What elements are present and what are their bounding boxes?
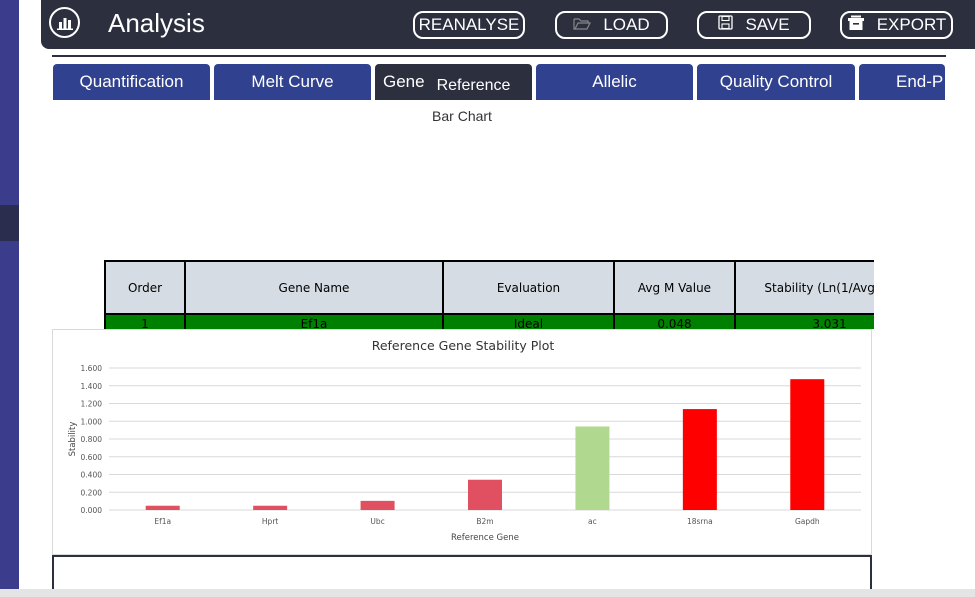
header-bar: Analysis REANALYSE LOAD SAVE EXPORT	[41, 0, 975, 49]
header-divider	[52, 55, 946, 57]
chart-title: Reference Gene Stability Plot	[372, 338, 555, 353]
export-label: EXPORT	[876, 15, 947, 34]
tab-label: Gene	[383, 72, 425, 91]
y-tick-label: 0.800	[81, 435, 103, 444]
bar-ef1a	[145, 505, 180, 510]
table-row[interactable]: 1 Ef1a Ideal 0.048 3.031	[104, 313, 874, 329]
bar-b2m	[468, 479, 502, 510]
column-header-gene-name[interactable]: Gene Name	[184, 260, 444, 315]
x-tick-label: ac	[588, 517, 597, 526]
y-tick-label: 0.200	[81, 488, 103, 497]
tab-allelic[interactable]: Allelic	[536, 64, 693, 100]
bar-18srna	[682, 409, 717, 510]
gene-table-container: Order Gene Name Evaluation Avg M Value S…	[52, 130, 874, 329]
cell-avg-m-value: 0.048	[613, 313, 736, 329]
x-tick-label: Gapdh	[795, 517, 820, 526]
tab-label: Allelic	[592, 72, 637, 91]
table-header-row: Order Gene Name Evaluation Avg M Value S…	[104, 260, 874, 315]
cell-evaluation: Ideal	[442, 313, 615, 329]
y-tick-label: 1.400	[81, 382, 103, 391]
x-tick-label: 18srna	[687, 517, 713, 526]
bar-hprt	[253, 505, 288, 510]
folder-open-icon	[573, 15, 592, 35]
export-box-icon	[847, 15, 865, 36]
load-button[interactable]: LOAD	[555, 11, 668, 39]
reanalyse-label: REANALYSE	[418, 15, 520, 34]
y-tick-label: 1.000	[81, 417, 103, 426]
y-tick-label: 1.600	[81, 364, 103, 373]
tab-quantification[interactable]: Quantification	[53, 64, 210, 100]
gene-table: Order Gene Name Evaluation Avg M Value S…	[104, 260, 874, 329]
left-rail	[0, 0, 19, 597]
column-header-avg-m-value[interactable]: Avg M Value	[613, 260, 736, 315]
column-header-evaluation[interactable]: Evaluation	[442, 260, 615, 315]
cell-gene-name: Ef1a	[184, 313, 444, 329]
tab-end-point[interactable]: End-P	[859, 64, 945, 100]
stability-chart: Reference Gene Stability Plot 0.000 0.200 0…	[68, 338, 861, 543]
tab-label: Quality Control	[719, 72, 833, 91]
column-header-order[interactable]: Order	[104, 260, 186, 315]
x-tick-label: Hprt	[262, 517, 278, 526]
left-rail-marker	[0, 205, 19, 241]
tab-quality-control[interactable]: Quality Control	[697, 64, 855, 100]
y-tick-label: 0.600	[81, 453, 103, 462]
floppy-disk-icon	[718, 15, 734, 35]
load-label: LOAD	[603, 15, 650, 34]
save-label: SAVE	[745, 15, 790, 34]
bar-ubc	[360, 500, 395, 510]
bar-chart-icon	[49, 7, 80, 38]
cell-stability: 3.031	[734, 313, 874, 329]
x-tick-label: B2m	[476, 517, 493, 526]
y-tick-label: 0.000	[81, 506, 103, 515]
y-axis-title: Stability	[68, 422, 78, 457]
y-tick-label: 1.200	[81, 400, 103, 409]
tab-label: Melt Curve	[251, 72, 334, 91]
cell-order: 1	[104, 313, 186, 329]
reanalyse-button[interactable]: REANALYSE	[413, 11, 525, 39]
app-title: Analysis	[108, 8, 205, 38]
bottom-strip	[0, 589, 975, 597]
bar-ac	[575, 426, 610, 510]
lower-panel	[52, 555, 872, 589]
save-button[interactable]: SAVE	[697, 11, 811, 39]
tab-label: End-P	[896, 72, 944, 91]
tab-melt-curve[interactable]: Melt Curve	[214, 64, 371, 100]
section-heading: Bar Chart	[432, 108, 492, 124]
bar-gapdh	[790, 379, 825, 510]
x-axis-title: Reference Gene	[451, 533, 519, 543]
y-tick-label: 0.400	[81, 471, 103, 480]
tab-label: Quantification	[79, 72, 184, 91]
stability-chart-panel: Reference Gene Stability Plot 0.000 0.200 0…	[52, 329, 872, 555]
tab-sub-label: Reference	[428, 75, 519, 95]
x-tick-label: Ubc	[370, 517, 384, 526]
export-button[interactable]: EXPORT	[840, 11, 953, 39]
tab-gene-reference[interactable]: Gene Reference	[375, 64, 532, 100]
x-tick-label: Ef1a	[154, 517, 171, 526]
